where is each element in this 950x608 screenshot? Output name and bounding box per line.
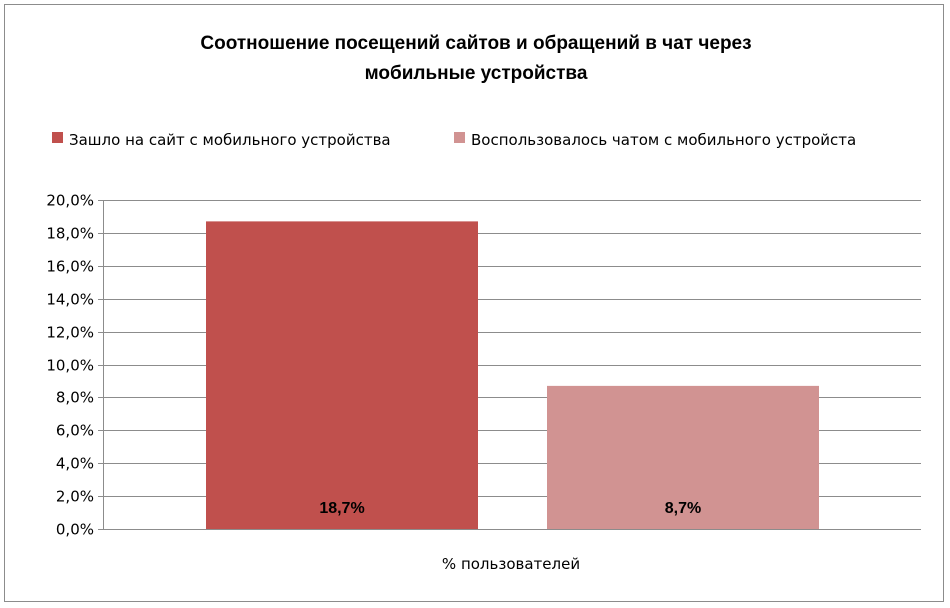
legend: Зашло на сайт с мобильного устройства Во… — [52, 131, 856, 149]
x-category-label: % пользователей — [442, 555, 580, 573]
y-tick-label: 18,0% — [46, 225, 94, 243]
legend-label-series-1: Зашло на сайт с мобильного устройства — [69, 131, 391, 149]
bars — [206, 221, 819, 529]
chart-title-line-1: Соотношение посещений сайтов и обращений… — [200, 33, 751, 54]
y-tick-label: 8,0% — [56, 389, 94, 407]
chart-title-line-2: мобильные устройства — [365, 63, 588, 84]
bar-series-1 — [206, 221, 478, 529]
y-tick-label: 20,0% — [46, 192, 94, 210]
data-labels: 18,7% 8,7% — [319, 500, 701, 517]
y-tick-label: 4,0% — [56, 455, 94, 473]
y-axis-ticks: 0,0% 2,0% 4,0% 6,0% 8,0% 10,0% 12,0% 14,0% 16,0%… — [46, 192, 94, 539]
data-label-series-1: 18,7% — [319, 500, 364, 517]
bar-series-2 — [547, 385, 819, 529]
y-tick-label: 0,0% — [56, 521, 94, 539]
y-tick-label: 6,0% — [56, 422, 94, 440]
y-tick-label: 10,0% — [46, 357, 94, 375]
y-tick-label: 16,0% — [46, 258, 94, 276]
legend-label-series-2: Воспользовалось чатом с мобильного устро… — [471, 131, 856, 149]
y-tick-label: 12,0% — [46, 324, 94, 342]
y-tick-label: 2,0% — [56, 488, 94, 506]
legend-swatch-series-1 — [52, 132, 63, 143]
y-tick-label: 14,0% — [46, 291, 94, 309]
legend-swatch-series-2 — [454, 132, 465, 143]
data-label-series-2: 8,7% — [665, 500, 701, 517]
